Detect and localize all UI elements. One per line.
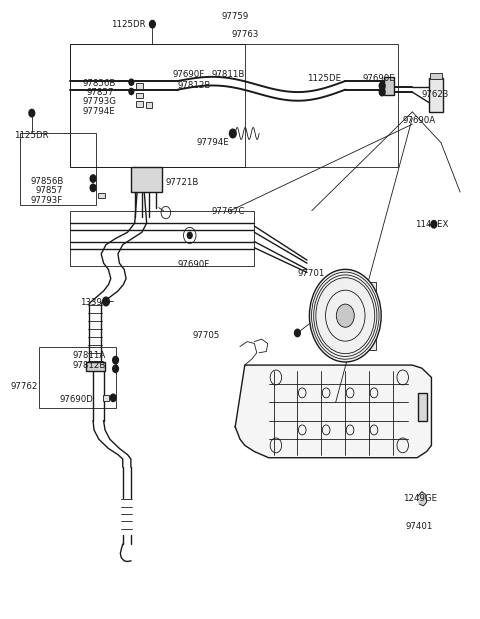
Text: 97690F: 97690F bbox=[173, 71, 205, 79]
Text: 97812B: 97812B bbox=[72, 361, 106, 370]
Text: 97401: 97401 bbox=[405, 522, 432, 531]
Bar bbox=[384, 77, 394, 95]
Text: 1249GE: 1249GE bbox=[403, 494, 437, 503]
Circle shape bbox=[150, 20, 156, 28]
Circle shape bbox=[336, 304, 354, 327]
Bar bbox=[20, 134, 96, 204]
Text: 97690E: 97690E bbox=[362, 74, 395, 83]
Circle shape bbox=[90, 184, 96, 191]
Text: 97701: 97701 bbox=[298, 269, 325, 278]
Circle shape bbox=[310, 269, 381, 362]
Text: 1125DR: 1125DR bbox=[14, 131, 49, 141]
Circle shape bbox=[187, 232, 192, 238]
Text: 13396: 13396 bbox=[80, 298, 107, 306]
Text: 1125DR: 1125DR bbox=[111, 20, 145, 29]
Bar bbox=[348, 282, 376, 350]
Text: 97721B: 97721B bbox=[166, 178, 199, 187]
Bar bbox=[429, 78, 444, 112]
Circle shape bbox=[29, 110, 35, 117]
Circle shape bbox=[129, 89, 134, 95]
Circle shape bbox=[229, 129, 236, 138]
Text: 97793F: 97793F bbox=[31, 196, 63, 205]
Circle shape bbox=[110, 394, 116, 402]
Text: 97857: 97857 bbox=[36, 186, 63, 196]
Text: 97690F: 97690F bbox=[178, 260, 210, 269]
Text: 97623: 97623 bbox=[422, 90, 449, 99]
Text: 97793G: 97793G bbox=[82, 97, 116, 106]
Bar bbox=[70, 210, 254, 266]
Text: 97690A: 97690A bbox=[403, 116, 436, 125]
Polygon shape bbox=[418, 491, 427, 506]
FancyBboxPatch shape bbox=[98, 193, 105, 198]
FancyBboxPatch shape bbox=[136, 93, 143, 98]
Text: 97705: 97705 bbox=[192, 331, 219, 340]
FancyBboxPatch shape bbox=[136, 84, 143, 89]
Text: 97690D: 97690D bbox=[59, 395, 93, 404]
Text: 97857: 97857 bbox=[87, 89, 114, 97]
FancyBboxPatch shape bbox=[146, 102, 153, 108]
Circle shape bbox=[295, 329, 300, 337]
Circle shape bbox=[379, 89, 385, 96]
FancyBboxPatch shape bbox=[136, 102, 143, 107]
Text: 97762: 97762 bbox=[10, 382, 37, 391]
Circle shape bbox=[90, 175, 96, 182]
Bar bbox=[131, 168, 162, 192]
FancyBboxPatch shape bbox=[103, 395, 109, 401]
Text: 1125DE: 1125DE bbox=[307, 74, 341, 83]
Bar bbox=[70, 44, 398, 168]
Text: 97811A: 97811A bbox=[72, 352, 106, 360]
Text: 97767C: 97767C bbox=[211, 207, 245, 216]
Text: 97811B: 97811B bbox=[211, 71, 245, 79]
Text: 97759: 97759 bbox=[222, 12, 249, 20]
Bar bbox=[39, 347, 116, 409]
Circle shape bbox=[113, 365, 119, 373]
Circle shape bbox=[129, 79, 134, 85]
Text: 97856B: 97856B bbox=[82, 79, 115, 88]
Polygon shape bbox=[235, 365, 432, 457]
Bar bbox=[70, 44, 245, 168]
Circle shape bbox=[379, 82, 385, 90]
Text: 97812B: 97812B bbox=[178, 81, 211, 90]
Bar bbox=[86, 362, 105, 371]
Text: 1140EX: 1140EX bbox=[415, 220, 448, 230]
Bar bbox=[418, 393, 427, 421]
Text: 97763: 97763 bbox=[231, 30, 258, 38]
Bar bbox=[430, 73, 443, 79]
Text: 97856B: 97856B bbox=[31, 177, 64, 186]
Circle shape bbox=[103, 297, 109, 306]
Circle shape bbox=[431, 220, 437, 228]
Text: 97794E: 97794E bbox=[82, 106, 115, 116]
Circle shape bbox=[113, 357, 119, 364]
Text: 97794E: 97794E bbox=[197, 138, 229, 147]
